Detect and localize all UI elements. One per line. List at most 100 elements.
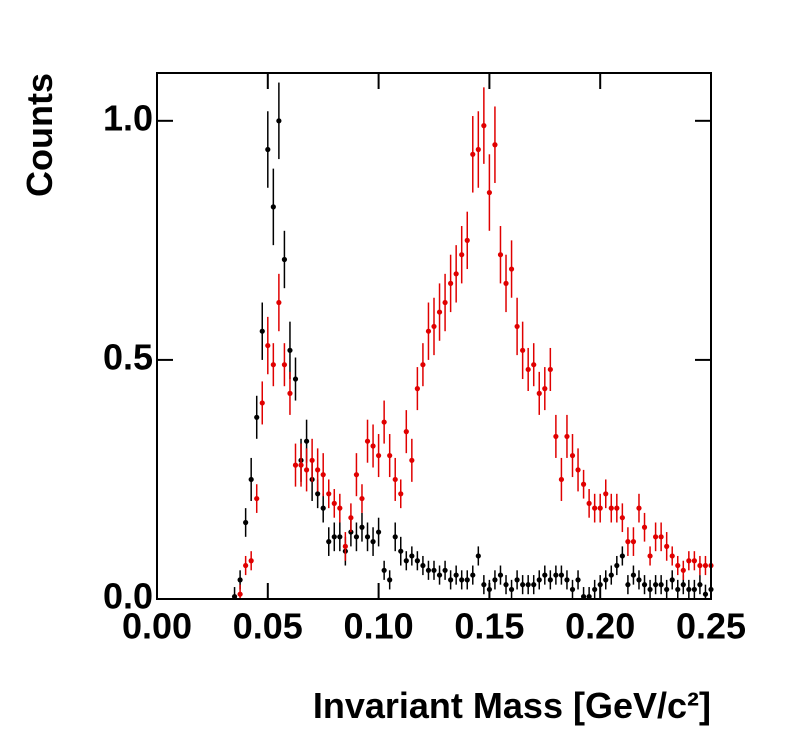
data-point — [381, 567, 387, 573]
data-point — [531, 582, 537, 588]
data-point — [331, 500, 337, 506]
data-point — [315, 491, 321, 497]
data-point — [387, 452, 393, 459]
data-point — [392, 534, 398, 540]
data-point — [381, 419, 387, 425]
data-point — [586, 500, 592, 506]
data-point — [614, 505, 620, 511]
data-point — [691, 558, 697, 564]
data-point — [254, 495, 260, 502]
x-axis-title: Invariant Mass [GeV/c²] — [313, 685, 711, 726]
data-point — [259, 328, 265, 334]
data-point — [265, 146, 271, 153]
data-point — [580, 594, 587, 600]
data-point — [337, 534, 343, 540]
data-point — [597, 505, 603, 511]
data-point — [664, 543, 670, 550]
data-point — [603, 577, 609, 583]
data-point — [425, 328, 432, 334]
data-point — [359, 495, 365, 502]
data-point — [287, 347, 293, 353]
data-point — [303, 438, 310, 444]
x-tick-label: 0.10 — [344, 606, 414, 647]
data-point — [464, 237, 470, 243]
data-point — [669, 577, 675, 583]
data-point — [575, 467, 581, 473]
data-point — [320, 472, 326, 478]
data-point — [270, 362, 276, 368]
data-point — [459, 577, 465, 583]
data-point — [298, 462, 304, 468]
data-point — [520, 347, 526, 353]
data-point — [553, 572, 559, 578]
data-point — [353, 534, 360, 540]
data-point — [597, 582, 603, 588]
data-point — [547, 577, 553, 583]
data-point — [243, 519, 249, 526]
data-point — [686, 558, 692, 564]
data-point — [337, 505, 343, 511]
data-point — [326, 491, 332, 497]
data-point — [237, 591, 243, 597]
data-point — [442, 567, 448, 573]
data-point — [608, 572, 614, 578]
data-point — [475, 553, 481, 559]
data-point — [536, 577, 542, 583]
data-point — [464, 577, 470, 583]
data-point — [265, 342, 271, 349]
data-point — [470, 572, 476, 578]
data-point — [448, 577, 454, 583]
data-point — [353, 472, 360, 478]
data-point — [564, 577, 570, 583]
data-point — [586, 594, 592, 600]
data-point — [569, 452, 576, 459]
data-point — [580, 481, 587, 487]
data-point — [486, 586, 492, 593]
data-point — [702, 591, 709, 597]
data-point — [431, 567, 437, 573]
data-point — [603, 491, 609, 497]
data-point — [254, 414, 260, 420]
data-point — [376, 529, 382, 535]
data-point — [508, 266, 515, 272]
data-point — [237, 577, 243, 583]
y-tick-label: 0.0 — [103, 576, 153, 617]
data-point — [248, 476, 254, 483]
data-point — [436, 309, 443, 315]
data-point — [508, 586, 515, 593]
data-point — [425, 567, 432, 573]
data-point — [636, 505, 642, 511]
data-point — [348, 515, 354, 521]
data-point — [553, 433, 559, 440]
data-point — [292, 376, 299, 382]
data-point — [376, 452, 382, 459]
data-point — [497, 252, 504, 258]
data-point — [276, 118, 282, 124]
x-tick-label: 0.05 — [233, 606, 303, 647]
data-point — [448, 280, 454, 286]
data-point — [431, 323, 437, 330]
data-point — [259, 400, 265, 406]
data-point — [664, 586, 670, 593]
data-point — [503, 582, 509, 588]
data-point — [558, 476, 565, 483]
data-point — [398, 491, 404, 497]
data-point — [531, 362, 537, 368]
data-point — [409, 457, 415, 463]
data-point — [630, 539, 637, 545]
data-point — [370, 443, 376, 449]
data-point — [414, 386, 420, 392]
data-point — [320, 505, 326, 511]
data-point — [614, 562, 620, 569]
x-tick-label: 0.15 — [454, 606, 524, 647]
data-point — [248, 558, 254, 564]
data-point — [542, 572, 548, 578]
data-point — [536, 390, 542, 396]
data-point — [653, 582, 659, 588]
data-point — [697, 582, 703, 588]
data-point — [453, 572, 459, 578]
data-point — [630, 572, 637, 578]
